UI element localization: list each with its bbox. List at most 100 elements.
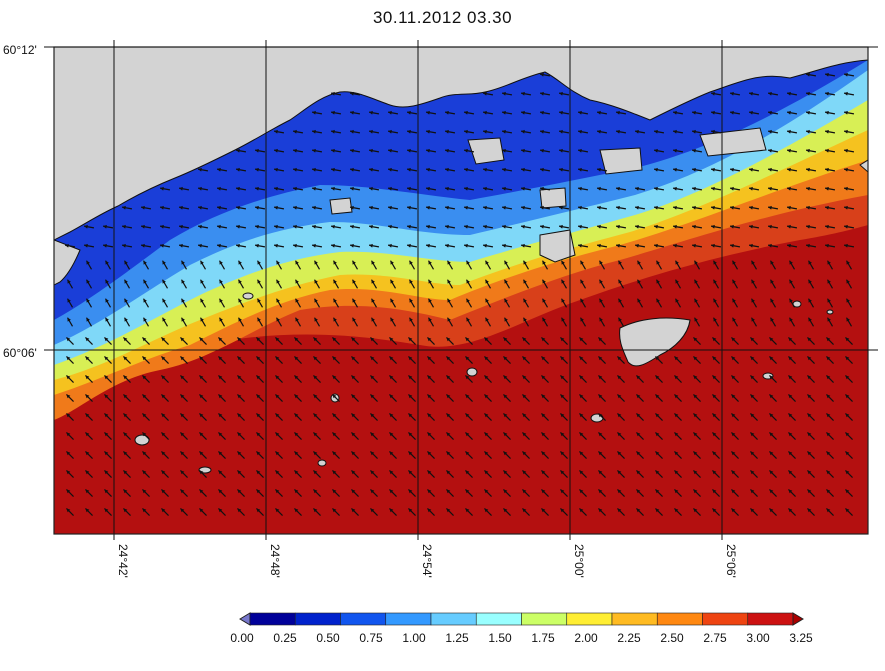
arrow-head	[521, 167, 525, 172]
arrow-head	[711, 91, 715, 96]
arrow-head	[654, 129, 658, 134]
arrow-head	[694, 279, 698, 284]
arrow-head	[749, 167, 753, 172]
arrow-head	[409, 298, 413, 303]
arrow-head	[465, 451, 470, 456]
arrow-head	[427, 356, 432, 361]
arrow-head	[142, 489, 147, 494]
arrow-head	[427, 337, 432, 342]
arrow-head	[616, 129, 620, 134]
arrow-head	[768, 148, 772, 153]
arrow-head	[236, 167, 240, 172]
arrow-head	[256, 413, 261, 418]
arrow-head	[447, 260, 451, 265]
arrow-head	[579, 451, 584, 456]
arrow-head	[331, 167, 335, 172]
arrow-head	[826, 470, 831, 475]
arrow-head	[504, 279, 508, 284]
arrow-head	[540, 167, 544, 172]
arrow-head	[674, 394, 679, 399]
arrow-head	[540, 205, 544, 210]
arrow-head	[293, 148, 297, 153]
arrow-head	[217, 167, 221, 172]
arrow-head	[389, 413, 394, 418]
arrow-head	[483, 205, 487, 210]
arrow-head	[541, 451, 546, 456]
arrow-head	[293, 224, 297, 229]
arrow-head	[770, 317, 774, 322]
arrow-head	[770, 279, 774, 284]
arrow-head	[580, 260, 584, 265]
arrow-head	[845, 432, 850, 437]
arrow-head	[332, 413, 337, 418]
arrow-head	[179, 224, 183, 229]
arrow-head	[104, 337, 109, 342]
arrow-head	[502, 167, 506, 172]
arrow-head	[351, 470, 356, 475]
arrow-head	[560, 394, 565, 399]
arrow-head	[408, 451, 413, 456]
arrow-head	[523, 260, 527, 265]
arrow-head	[807, 394, 812, 399]
arrow-head	[162, 279, 166, 284]
arrow-head	[236, 148, 240, 153]
arrow-head	[731, 432, 736, 437]
arrow-head	[351, 356, 356, 361]
arrow-head	[161, 508, 166, 513]
arrow-head	[180, 470, 185, 475]
arrow-head	[618, 279, 622, 284]
arrow-head	[66, 394, 71, 399]
arrow-head	[560, 508, 565, 513]
arrow-head	[769, 470, 774, 475]
arrow-head	[654, 224, 658, 229]
arrow-head	[521, 243, 525, 248]
arrow-head	[256, 375, 261, 380]
arrow-head	[806, 205, 810, 210]
arrow-head	[597, 186, 601, 191]
arrow-head	[503, 470, 508, 475]
arrow-head	[408, 356, 413, 361]
arrow-head	[749, 110, 753, 115]
arrow-head	[826, 356, 831, 361]
arrow-head	[408, 508, 413, 513]
arrow-head	[219, 279, 223, 284]
arrow-head	[541, 375, 546, 380]
arrow-head	[807, 451, 812, 456]
arrow-head	[370, 489, 375, 494]
arrow-head	[389, 375, 394, 380]
arrow-head	[407, 186, 411, 191]
arrow-head	[808, 260, 812, 265]
arrow-head	[542, 279, 546, 284]
arrow-head	[200, 279, 204, 284]
arrow-head	[407, 205, 411, 210]
arrow-head	[123, 489, 128, 494]
arrow-head	[788, 508, 793, 513]
arrow-head	[369, 110, 373, 115]
arrow-head	[751, 279, 755, 284]
arrow-head	[142, 394, 147, 399]
arrow-head	[578, 224, 582, 229]
arrow-head	[294, 451, 299, 456]
arrow-head	[276, 317, 280, 322]
arrow-head	[275, 356, 280, 361]
arrow-head	[200, 298, 204, 303]
arrow-head	[502, 205, 506, 210]
arrow-head	[142, 432, 147, 437]
arrow-head	[768, 167, 772, 172]
arrow-head	[806, 167, 810, 172]
arrow-head	[711, 243, 715, 248]
arrow-head	[768, 91, 772, 96]
arrow-head	[845, 337, 850, 342]
arrow-head	[692, 148, 696, 153]
arrow-head	[427, 489, 432, 494]
arrow-head	[503, 508, 508, 513]
arrow-head	[521, 186, 525, 191]
arrow-head	[274, 243, 278, 248]
arrow-head	[465, 337, 470, 342]
arrow-head	[713, 298, 717, 303]
arrow-head	[352, 279, 356, 284]
arrow-head	[597, 224, 601, 229]
arrow-head	[274, 205, 278, 210]
arrow-head	[807, 375, 812, 380]
arrow-head	[388, 243, 392, 248]
